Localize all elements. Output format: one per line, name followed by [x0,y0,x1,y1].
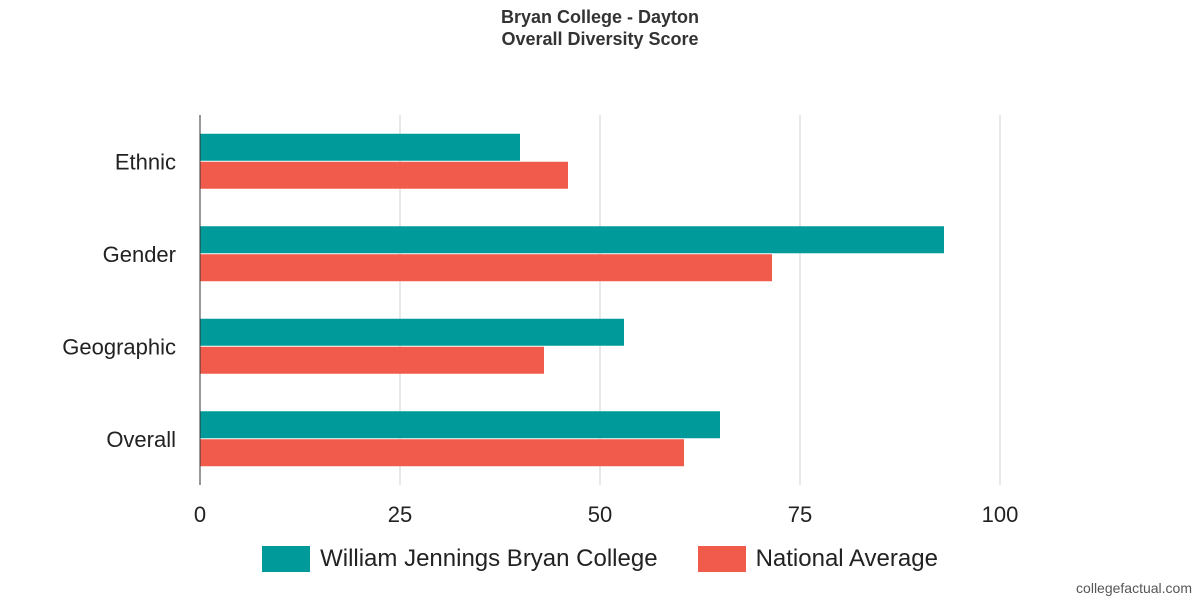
legend-label-series2: National Average [755,545,938,572]
credit-text: collegefactual.com [1076,580,1192,596]
bar-series2[interactable] [200,254,772,282]
x-tick-label: 100 [982,502,1019,527]
bar-series1[interactable] [200,133,520,161]
bar-series2[interactable] [200,161,568,189]
bar-series1[interactable] [200,226,944,254]
legend-swatch-series2 [697,546,746,572]
y-category-label: Gender [103,242,176,267]
legend-item-series2[interactable]: National Average [697,545,938,573]
bar-series1[interactable] [200,318,624,346]
bars [200,133,944,467]
y-category-label: Overall [106,427,176,452]
legend: William Jennings Bryan College National … [0,545,1200,573]
y-category-label: Geographic [62,334,176,359]
legend-swatch-series1 [262,546,311,572]
chart-title-line2: Overall Diversity Score [501,29,699,49]
x-tick-label: 50 [588,502,612,527]
legend-label-series1: William Jennings Bryan College [320,545,658,572]
x-tick-label: 75 [788,502,812,527]
axes: 0 25 50 75 100 Ethnic Gender Geographic Overall [62,115,1018,527]
y-category-label: Ethnic [115,149,176,174]
legend-item-series1[interactable]: William Jennings Bryan College [262,545,658,573]
x-tick-label: 25 [388,502,412,527]
bar-series2[interactable] [200,346,544,374]
chart-title-line1: Bryan College - Dayton [500,7,700,27]
bar-series2[interactable] [200,439,684,467]
bar-series1[interactable] [200,411,720,439]
x-tick-label: 0 [194,502,206,527]
chart-title: Bryan College - Dayton Overall Diversity… [0,6,1200,50]
